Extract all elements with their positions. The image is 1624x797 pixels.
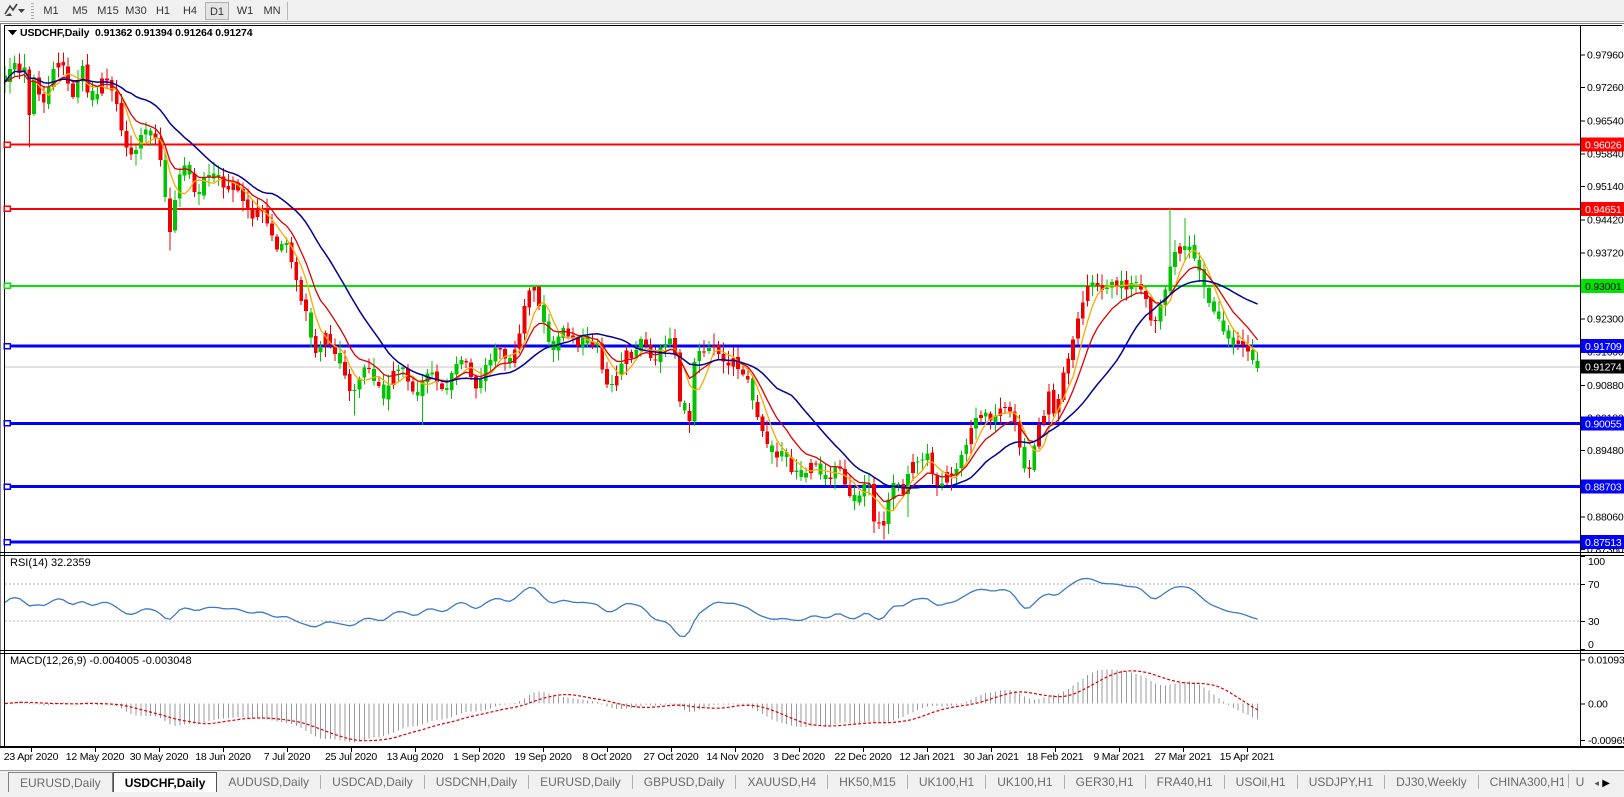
svg-text:27 Oct 2020: 27 Oct 2020 [643,751,698,763]
svg-text:0.96540: 0.96540 [1587,116,1624,128]
svg-text:0.92300: 0.92300 [1587,314,1624,326]
svg-text:9 Mar 2021: 9 Mar 2021 [1093,751,1144,763]
svg-text:0.89480: 0.89480 [1587,445,1624,457]
svg-text:14 Nov 2020: 14 Nov 2020 [706,751,764,763]
svg-text:30 May 2020: 30 May 2020 [130,751,189,763]
svg-text:18 Jun 2020: 18 Jun 2020 [195,751,251,763]
svg-text:8 Oct 2020: 8 Oct 2020 [582,751,632,763]
svg-text:13 Aug 2020: 13 Aug 2020 [387,751,444,763]
svg-text:7 Jul 2020: 7 Jul 2020 [264,751,311,763]
svg-text:1 Sep 2020: 1 Sep 2020 [453,751,505,763]
svg-text:0.95140: 0.95140 [1587,181,1624,193]
svg-text:0.88703: 0.88703 [1585,482,1622,494]
svg-text:23 Apr 2020: 23 Apr 2020 [4,751,59,763]
svg-text:RSI(14) 32.2359: RSI(14) 32.2359 [10,557,91,569]
svg-text:USDCHF,Daily 0.91362 0.91394: USDCHF,Daily 0.91362 0.91394 0.91264 0.9… [20,27,253,39]
svg-text:3 Dec 2020: 3 Dec 2020 [773,751,825,763]
svg-text:22 Dec 2020: 22 Dec 2020 [834,751,892,763]
svg-text:70: 70 [1588,579,1600,591]
svg-text:25 Jul 2020: 25 Jul 2020 [325,751,377,763]
svg-text:30 Jan 2021: 30 Jan 2021 [963,751,1019,763]
svg-text:0.97960: 0.97960 [1587,49,1624,61]
svg-text:0.87513: 0.87513 [1585,537,1622,549]
svg-text:30: 30 [1588,616,1600,628]
svg-text:100: 100 [1588,556,1605,568]
svg-text:19 Sep 2020: 19 Sep 2020 [514,751,572,763]
svg-text:0.00: 0.00 [1588,699,1608,711]
svg-text:12 Jan 2021: 12 Jan 2021 [899,751,955,763]
svg-text:0.93720: 0.93720 [1587,247,1624,259]
svg-text:0.94651: 0.94651 [1585,204,1622,216]
svg-text:15 Apr 2021: 15 Apr 2021 [1220,751,1275,763]
svg-text:0.91274: 0.91274 [1585,362,1622,374]
svg-text:0.96026: 0.96026 [1585,140,1622,152]
svg-text:0.93001: 0.93001 [1585,281,1622,293]
svg-text:12 May 2020: 12 May 2020 [66,751,125,763]
svg-text:0.88060: 0.88060 [1587,512,1624,524]
svg-text:0.90055: 0.90055 [1585,418,1622,430]
svg-text:0.90880: 0.90880 [1587,380,1624,392]
svg-text:0.94420: 0.94420 [1587,215,1624,227]
svg-text:0.010933: 0.010933 [1588,654,1624,666]
svg-text:0: 0 [1588,639,1594,651]
svg-text:0.97260: 0.97260 [1587,82,1624,94]
svg-text:27 Mar 2021: 27 Mar 2021 [1155,751,1212,763]
svg-text:18 Feb 2021: 18 Feb 2021 [1027,751,1084,763]
svg-text:MACD(12,26,9) -0.004005 -0.003: MACD(12,26,9) -0.004005 -0.003048 [10,655,192,667]
svg-text:0.91709: 0.91709 [1585,341,1622,353]
svg-text:-0.009653: -0.009653 [1588,735,1624,747]
